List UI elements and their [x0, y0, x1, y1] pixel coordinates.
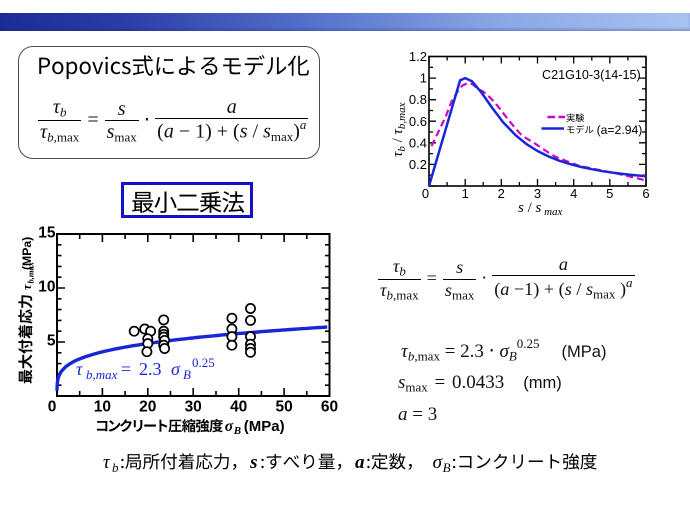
svg-text:5: 5	[606, 186, 613, 201]
svg-text:(a=2.94): (a=2.94)	[597, 123, 643, 137]
svg-text:1.2: 1.2	[409, 49, 427, 64]
svg-text:B: B	[183, 367, 191, 382]
svg-text:2.3: 2.3	[139, 359, 162, 379]
svg-text:0.8: 0.8	[409, 92, 427, 107]
svg-text:0: 0	[48, 399, 57, 416]
svg-text:5: 5	[47, 333, 56, 350]
svg-text:B: B	[233, 425, 241, 437]
svg-text:=: =	[121, 359, 131, 379]
svg-text:0.4: 0.4	[409, 135, 427, 150]
svg-text:τ: τ	[20, 284, 34, 290]
svg-text:B: B	[443, 460, 451, 475]
svg-text:C21G10-3(14-15): C21G10-3(14-15)	[542, 68, 641, 82]
svg-text:20: 20	[139, 399, 156, 416]
svg-text:b,max: b,max	[86, 367, 118, 382]
svg-text:50: 50	[275, 399, 292, 416]
svg-text:4: 4	[570, 186, 577, 201]
svg-text:s / s max: s / s max	[518, 200, 563, 218]
svg-text:b: b	[112, 460, 119, 475]
svg-text:τ: τ	[103, 452, 111, 473]
svg-text:2: 2	[498, 186, 505, 201]
svg-text:0.2: 0.2	[409, 157, 427, 172]
svg-text:s: s	[249, 452, 257, 473]
svg-text:0.6: 0.6	[409, 114, 427, 129]
svg-text:τb / τb,max: τb / τb,max	[390, 102, 408, 157]
svg-text:a: a	[355, 452, 365, 473]
svg-text:10: 10	[38, 279, 55, 296]
svg-text:σ: σ	[433, 452, 443, 473]
svg-text:τ: τ	[76, 359, 83, 379]
svg-text:σ: σ	[171, 359, 181, 379]
svg-text:b,max: b,max	[26, 261, 36, 283]
svg-text:(MPa): (MPa)	[244, 418, 285, 435]
svg-text:0.25: 0.25	[192, 355, 215, 370]
svg-text:(MPa): (MPa)	[20, 237, 34, 270]
svg-text:10: 10	[94, 399, 111, 416]
svg-text:60: 60	[321, 399, 338, 416]
svg-text:0: 0	[422, 186, 429, 201]
svg-text:σ: σ	[225, 418, 234, 435]
svg-text:3: 3	[534, 186, 541, 201]
svg-text:40: 40	[230, 399, 247, 416]
svg-text:1: 1	[462, 186, 469, 201]
svg-text:15: 15	[38, 225, 56, 242]
svg-text:1: 1	[420, 71, 427, 86]
svg-text:30: 30	[185, 399, 202, 416]
svg-text:6: 6	[642, 186, 649, 201]
